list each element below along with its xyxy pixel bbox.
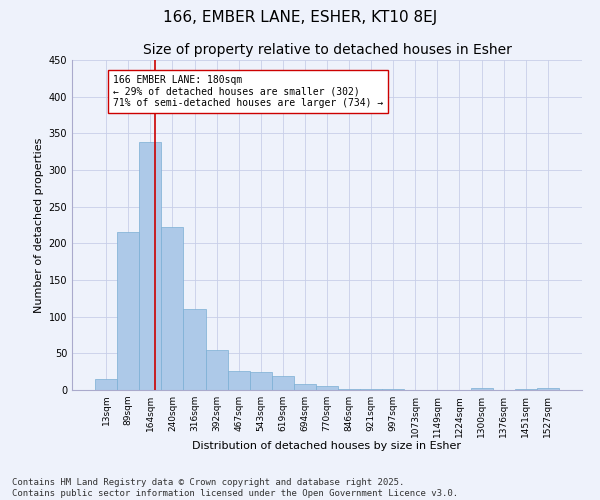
Bar xyxy=(139,142,161,390)
Bar xyxy=(184,308,206,390)
Bar xyxy=(470,388,493,390)
Bar xyxy=(227,371,250,390)
Text: Contains HM Land Registry data © Crown copyright and database right 2025.
Contai: Contains HM Land Registry data © Crown c… xyxy=(12,478,458,498)
X-axis label: Distribution of detached houses by size in Esher: Distribution of detached houses by size … xyxy=(193,441,461,451)
Bar xyxy=(95,379,117,390)
Bar xyxy=(272,376,294,390)
Bar xyxy=(316,386,338,390)
Bar xyxy=(250,372,272,390)
Bar xyxy=(338,388,360,390)
Text: 166 EMBER LANE: 180sqm
← 29% of detached houses are smaller (302)
71% of semi-de: 166 EMBER LANE: 180sqm ← 29% of detached… xyxy=(113,74,383,108)
Title: Size of property relative to detached houses in Esher: Size of property relative to detached ho… xyxy=(143,44,511,58)
Bar xyxy=(206,350,227,390)
Y-axis label: Number of detached properties: Number of detached properties xyxy=(34,138,44,312)
Bar xyxy=(117,232,139,390)
Text: 166, EMBER LANE, ESHER, KT10 8EJ: 166, EMBER LANE, ESHER, KT10 8EJ xyxy=(163,10,437,25)
Bar xyxy=(294,384,316,390)
Bar xyxy=(161,227,184,390)
Bar xyxy=(515,388,537,390)
Bar xyxy=(537,388,559,390)
